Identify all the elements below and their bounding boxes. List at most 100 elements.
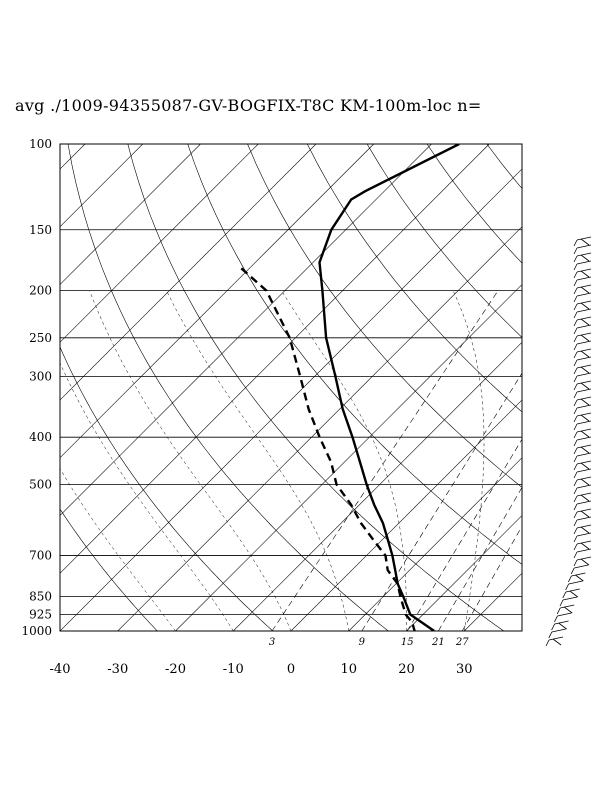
wind-barb-flag bbox=[576, 532, 592, 537]
wind-barb-flag bbox=[576, 484, 592, 489]
wind-barb-flag bbox=[576, 308, 592, 313]
moist-adiabat bbox=[89, 290, 292, 631]
wind-barb-flag bbox=[576, 412, 592, 417]
isotherm bbox=[60, 144, 374, 459]
plot-frame bbox=[59, 143, 523, 632]
isotherm bbox=[464, 572, 522, 631]
wind-barb-staff bbox=[559, 599, 564, 607]
wind-barb-flag bbox=[576, 340, 592, 345]
mixing-ratio-line bbox=[438, 486, 522, 631]
temperature-tick-label: 0 bbox=[287, 662, 295, 677]
wind-barb-flag bbox=[576, 492, 592, 497]
wind-barb-staff bbox=[573, 327, 578, 335]
wind-barb-flag bbox=[576, 348, 592, 353]
isotherm bbox=[60, 144, 317, 401]
wind-barb-staff bbox=[573, 295, 578, 303]
wind-barb-staff bbox=[562, 591, 567, 599]
mixing-ratio-label: 9 bbox=[359, 637, 366, 648]
moist-adiabat bbox=[281, 290, 407, 631]
wind-barb-feather bbox=[580, 414, 590, 422]
wind-barb-feather bbox=[580, 302, 590, 310]
moist-adiabat bbox=[60, 362, 234, 631]
wind-barb-staff bbox=[573, 287, 578, 295]
wind-barb-staff bbox=[573, 319, 578, 327]
pressure-tick-label: 850 bbox=[29, 590, 52, 604]
wind-barb-staff bbox=[573, 511, 578, 519]
wind-barb-flag bbox=[576, 252, 592, 257]
wind-barb-staff bbox=[573, 335, 578, 343]
wind-barb-feather bbox=[552, 638, 562, 646]
wind-barb-staff bbox=[573, 471, 578, 479]
wind-barb-flag bbox=[576, 276, 592, 281]
wind-barb-staff bbox=[573, 391, 578, 399]
wind-barb-flag bbox=[576, 500, 592, 505]
wind-barb-flag bbox=[576, 260, 592, 265]
wind-barb-flag bbox=[576, 516, 592, 521]
isotherm bbox=[60, 144, 432, 516]
wind-barb-staff bbox=[573, 535, 578, 543]
wind-barb-feather bbox=[580, 318, 590, 326]
isotherm bbox=[348, 457, 522, 631]
wind-barb-flag bbox=[576, 364, 592, 369]
wind-barb-flag bbox=[576, 292, 592, 297]
wind-barb-staff bbox=[573, 519, 578, 527]
pressure-tick-label: 200 bbox=[29, 284, 52, 298]
wind-barb-staff bbox=[551, 623, 555, 631]
mixing-ratio-line bbox=[461, 525, 522, 631]
wind-barb-flag bbox=[576, 420, 592, 425]
temperature-tick-label: 30 bbox=[456, 662, 473, 677]
pressure-tick-label: 1000 bbox=[21, 624, 52, 638]
mixing-ratio-label: 15 bbox=[401, 637, 414, 648]
wind-barb-flag bbox=[554, 620, 569, 625]
wind-barb-feather bbox=[580, 350, 590, 358]
wind-barb-staff bbox=[573, 487, 578, 495]
wind-barb-staff bbox=[573, 503, 578, 511]
wind-barb-staff bbox=[573, 271, 578, 279]
pressure-tick-label: 100 bbox=[29, 137, 52, 151]
wind-barb-staff bbox=[573, 415, 578, 423]
wind-barb-staff bbox=[573, 255, 578, 263]
wind-barb-flag bbox=[576, 428, 592, 433]
temperature-tick-label: -10 bbox=[223, 662, 244, 677]
series-line-dewpoint bbox=[240, 267, 416, 631]
wind-barb-flag bbox=[576, 372, 592, 377]
wind-barb-flag bbox=[576, 356, 592, 361]
wind-barb-feather bbox=[580, 238, 590, 246]
wind-barb-staff bbox=[568, 575, 572, 583]
wind-barb-flag bbox=[576, 452, 592, 457]
isotherm bbox=[175, 284, 522, 631]
temperature-tick-label: -40 bbox=[50, 662, 71, 677]
wind-barb-feather bbox=[580, 398, 590, 406]
wind-barb-feather bbox=[580, 270, 590, 278]
wind-barb-feather bbox=[580, 558, 590, 566]
pressure-tick-label: 925 bbox=[29, 608, 52, 622]
wind-barb-staff bbox=[573, 543, 578, 551]
wind-barb-feather bbox=[580, 446, 590, 454]
isotherm bbox=[406, 515, 522, 631]
wind-barb-feather bbox=[580, 478, 590, 486]
wind-barb-staff bbox=[573, 407, 578, 415]
wind-barb-staff bbox=[548, 631, 553, 639]
wind-barb-flag bbox=[576, 476, 592, 481]
mixing-ratio-label: 3 bbox=[269, 637, 275, 648]
wind-barb-flag bbox=[576, 460, 592, 465]
wind-barb-flag bbox=[576, 508, 592, 513]
wind-barb-flag bbox=[557, 612, 572, 617]
wind-barb-feather bbox=[575, 574, 584, 582]
wind-barb-flag bbox=[576, 244, 592, 249]
wind-barb-flag bbox=[560, 604, 575, 609]
wind-barb-staff bbox=[573, 463, 578, 471]
wind-barb-feather bbox=[558, 622, 567, 630]
wind-barbs bbox=[545, 236, 592, 647]
wind-barb-staff bbox=[573, 527, 578, 535]
wind-barb-staff bbox=[573, 375, 578, 383]
wind-barb-feather bbox=[580, 526, 590, 534]
wind-barb-flag bbox=[562, 596, 578, 601]
wind-barb-staff bbox=[573, 239, 578, 247]
wind-barb-staff bbox=[573, 551, 578, 559]
isotherm bbox=[60, 144, 143, 228]
wind-barb-flag bbox=[576, 300, 592, 305]
pressure-tick-label: 500 bbox=[29, 477, 52, 491]
wind-barb-staff bbox=[573, 479, 578, 487]
